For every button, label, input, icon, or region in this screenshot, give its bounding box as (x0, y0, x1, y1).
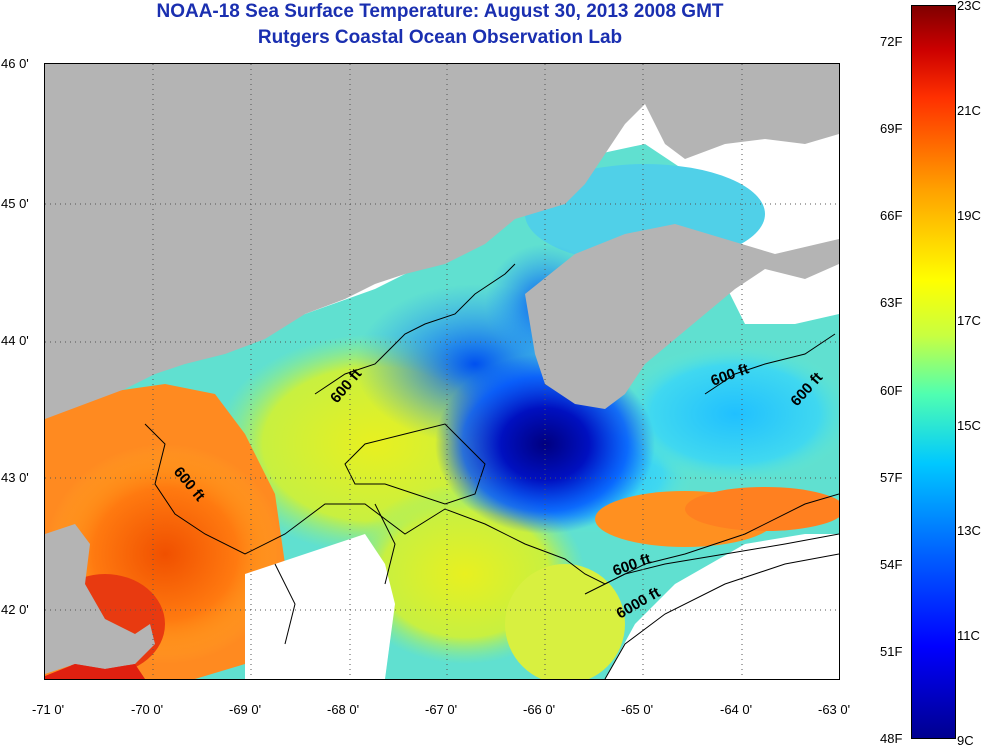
colorbar-f-label: 72F (880, 34, 903, 49)
lat-label: 43 0' (1, 470, 29, 485)
colorbar-c-label: 23C (957, 0, 981, 13)
colorbar-c-label: 13C (957, 523, 981, 538)
colorbar-c-label: 11C (957, 628, 980, 643)
lon-label: -71 0' (32, 702, 65, 717)
colorbar-f-label: 69F (880, 121, 903, 136)
lat-label: 42 0' (1, 602, 29, 617)
lat-label: 45 0' (1, 196, 29, 211)
land-mass (45, 64, 839, 679)
lon-label: -66 0' (523, 702, 556, 717)
no-data-areas (245, 144, 839, 679)
colorbar-f-label: 63F (880, 295, 903, 310)
lon-label: -65 0' (621, 702, 654, 717)
lat-label: 44 0' (1, 333, 29, 348)
lon-label: -69 0' (229, 702, 262, 717)
colorbar-f-label: 48F (880, 731, 903, 746)
colorbar-c-label: 9C (957, 733, 974, 748)
map-subtitle: Rutgers Coastal Ocean Observation Lab (257, 27, 623, 48)
colorbar-f-label: 57F (880, 470, 903, 485)
lon-label: -63 0' (818, 702, 851, 717)
sst-map-canvas: 600 ft 600 ft 600 ft 600 ft 600 ft 6000 … (45, 64, 839, 679)
lon-label: -64 0' (720, 702, 753, 717)
lon-label: -67 0' (425, 702, 458, 717)
lat-label: 46 0' (1, 56, 29, 71)
map-title: NOAA-18 Sea Surface Temperature: August … (156, 1, 724, 22)
colorbar-f-label: 66F (880, 208, 903, 223)
depth-contours (144, 263, 839, 679)
lon-label: -68 0' (327, 702, 360, 717)
colorbar-c-label: 19C (957, 208, 981, 223)
sst-map: 600 ft 600 ft 600 ft 600 ft 600 ft 6000 … (44, 63, 840, 680)
colorbar-f-label: 51F (880, 644, 903, 659)
colorbar-c-label: 17C (957, 313, 981, 328)
colorbar-f-label: 60F (880, 383, 903, 398)
colorbar-f-label: 54F (880, 557, 903, 572)
colorbar-c-label: 21C (957, 103, 981, 118)
colorbar-c-label: 15C (957, 418, 981, 433)
temperature-colorbar (911, 5, 956, 739)
lon-label: -70 0' (131, 702, 164, 717)
